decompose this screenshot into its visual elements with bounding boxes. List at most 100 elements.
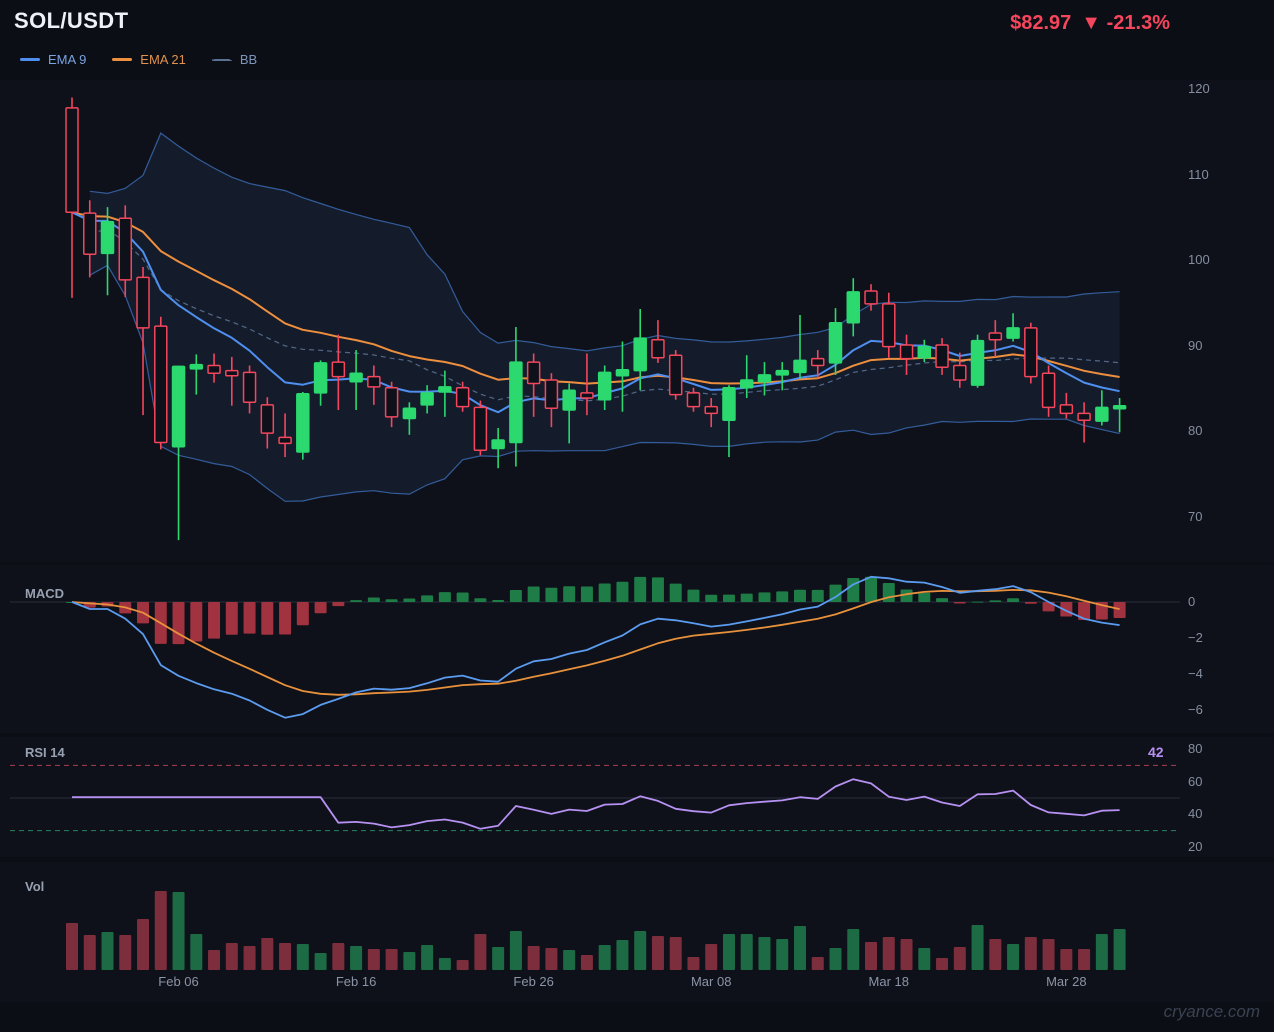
volume-bar[interactable] xyxy=(367,949,380,970)
candle[interactable] xyxy=(1059,392,1074,419)
macd-histogram-bar[interactable] xyxy=(669,583,682,602)
candle[interactable] xyxy=(917,339,932,363)
macd-histogram-bar[interactable] xyxy=(580,586,593,602)
macd-histogram-bar[interactable] xyxy=(1007,598,1020,602)
macd-histogram-bar[interactable] xyxy=(1113,602,1126,618)
volume-panel[interactable]: Vol Feb 06 Feb 16 Feb 26 Mar 08 Mar 18 Mar 28 xyxy=(0,862,1274,1002)
candle[interactable] xyxy=(225,356,239,406)
volume-bar[interactable] xyxy=(936,958,949,970)
macd-histogram-bar[interactable] xyxy=(651,577,664,602)
volume-bar[interactable] xyxy=(705,944,718,970)
macd-histogram-bar[interactable] xyxy=(208,602,221,639)
candle[interactable] xyxy=(704,398,718,428)
candle[interactable] xyxy=(100,207,115,296)
legend-item-bb[interactable]: BB xyxy=(211,52,257,67)
macd-histogram-bar[interactable] xyxy=(492,600,505,602)
macd-histogram-bar[interactable] xyxy=(740,593,753,602)
candle[interactable] xyxy=(580,353,594,416)
volume-bar[interactable] xyxy=(208,950,221,970)
candle[interactable] xyxy=(136,267,150,416)
candle[interactable] xyxy=(278,413,292,458)
macd-histogram-bar[interactable] xyxy=(350,600,363,602)
candle[interactable] xyxy=(935,338,949,375)
volume-bar[interactable] xyxy=(651,936,664,970)
candle[interactable] xyxy=(633,308,647,391)
volume-bar[interactable] xyxy=(1042,939,1055,970)
candle[interactable] xyxy=(970,334,985,388)
macd-histogram-bar[interactable] xyxy=(225,602,238,635)
macd-panel[interactable]: MACD 0 −2 −4 −6 xyxy=(0,565,1274,733)
candle[interactable] xyxy=(757,362,772,396)
volume-bar[interactable] xyxy=(758,937,771,970)
candle[interactable] xyxy=(349,350,363,410)
macd-histogram-bar[interactable] xyxy=(314,602,327,614)
candle[interactable] xyxy=(846,278,861,337)
macd-histogram-bar[interactable] xyxy=(172,602,185,645)
macd-histogram-bar[interactable] xyxy=(1024,602,1037,604)
macd-histogram-bar[interactable] xyxy=(1078,602,1091,620)
candle[interactable] xyxy=(828,308,843,375)
volume-chart-svg[interactable] xyxy=(0,862,1274,1002)
candle[interactable] xyxy=(154,316,168,450)
volume-bar[interactable] xyxy=(971,925,984,970)
candle[interactable] xyxy=(438,370,452,417)
volume-bar[interactable] xyxy=(172,892,185,970)
volume-bar[interactable] xyxy=(456,960,469,970)
volume-bar[interactable] xyxy=(1024,937,1037,970)
volume-bar[interactable] xyxy=(1095,934,1108,970)
candle[interactable] xyxy=(882,292,896,358)
macd-histogram-bar[interactable] xyxy=(456,592,469,602)
volume-bar[interactable] xyxy=(350,946,363,970)
macd-histogram-bar[interactable] xyxy=(438,592,451,602)
candle[interactable] xyxy=(775,362,789,391)
candle[interactable] xyxy=(1095,390,1109,426)
volume-bar[interactable] xyxy=(545,948,558,970)
candle[interactable] xyxy=(1041,365,1056,417)
volume-bar[interactable] xyxy=(261,938,274,970)
macd-histogram-bar[interactable] xyxy=(563,586,576,602)
volume-bar[interactable] xyxy=(243,946,256,970)
macd-histogram-bar[interactable] xyxy=(385,599,398,602)
candle[interactable] xyxy=(455,381,470,412)
candle[interactable] xyxy=(953,352,967,388)
macd-histogram-bar[interactable] xyxy=(190,602,203,642)
candle[interactable] xyxy=(668,350,683,400)
candle[interactable] xyxy=(686,387,701,412)
volume-bar[interactable] xyxy=(918,948,931,970)
macd-histogram-bar[interactable] xyxy=(936,598,949,602)
macd-histogram-bar[interactable] xyxy=(687,589,700,602)
macd-histogram-bar[interactable] xyxy=(598,583,611,602)
volume-bar[interactable] xyxy=(83,935,96,970)
macd-histogram-bar[interactable] xyxy=(793,589,806,602)
candle[interactable] xyxy=(260,397,275,449)
macd-histogram-bar[interactable] xyxy=(403,598,416,602)
candle[interactable] xyxy=(864,284,878,311)
candle[interactable] xyxy=(402,402,417,435)
candle[interactable] xyxy=(1077,402,1091,443)
volume-bar[interactable] xyxy=(616,940,629,970)
volume-bar[interactable] xyxy=(953,947,966,970)
candle[interactable] xyxy=(331,334,346,410)
price-chart-svg[interactable] xyxy=(0,80,1274,562)
candle[interactable] xyxy=(207,353,221,383)
macd-histogram-bar[interactable] xyxy=(971,601,984,603)
candle[interactable] xyxy=(988,320,1003,357)
candle[interactable] xyxy=(722,385,736,458)
macd-histogram-bar[interactable] xyxy=(296,602,309,626)
macd-histogram-bar[interactable] xyxy=(918,592,931,602)
volume-bar[interactable] xyxy=(1078,949,1091,970)
macd-histogram-bar[interactable] xyxy=(811,589,824,602)
volume-bar[interactable] xyxy=(1060,949,1073,970)
volume-bar[interactable] xyxy=(474,934,487,970)
candle[interactable] xyxy=(1112,398,1127,433)
macd-histogram-bar[interactable] xyxy=(421,595,434,602)
candle[interactable] xyxy=(367,365,381,405)
volume-bar[interactable] xyxy=(385,949,398,970)
candle[interactable] xyxy=(65,97,79,298)
volume-bar[interactable] xyxy=(296,944,309,970)
volume-bar[interactable] xyxy=(882,937,895,970)
macd-histogram-bar[interactable] xyxy=(900,589,913,602)
candle[interactable] xyxy=(118,205,133,298)
candle[interactable] xyxy=(1024,322,1038,384)
candle[interactable] xyxy=(562,383,576,444)
